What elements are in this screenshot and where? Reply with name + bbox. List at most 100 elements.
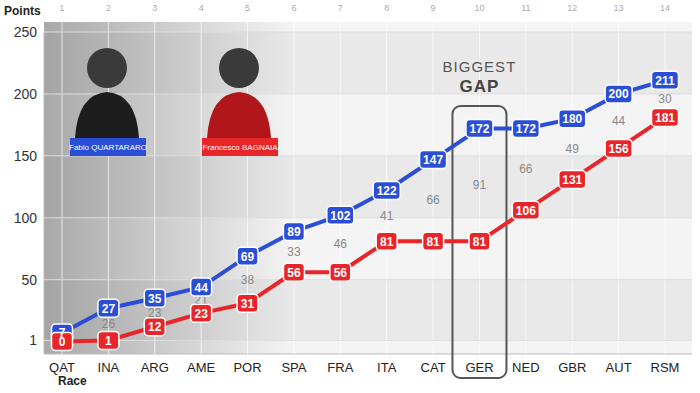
data-label: 181 xyxy=(655,111,675,125)
data-label: 211 xyxy=(655,74,675,88)
x-tick-label: AME xyxy=(187,360,216,375)
grid-line xyxy=(44,217,692,218)
x-tick-label: ITA xyxy=(377,360,397,375)
data-label: 172 xyxy=(469,122,489,136)
data-label: 131 xyxy=(562,173,582,187)
y-tick-label: 1 xyxy=(29,332,37,348)
data-label: 69 xyxy=(241,250,255,264)
y-tick-label: 250 xyxy=(14,24,38,40)
point-marker xyxy=(466,120,493,138)
data-label: 81 xyxy=(473,235,487,249)
data-label: 81 xyxy=(380,235,394,249)
x-tick-label: SPA xyxy=(281,360,306,375)
point-marker xyxy=(652,71,679,89)
race-number: 8 xyxy=(384,3,389,13)
point-marker xyxy=(652,108,679,126)
point-marker xyxy=(144,289,165,307)
data-label: 12 xyxy=(148,320,162,334)
data-label: 44 xyxy=(194,281,208,295)
y-tick-label: 200 xyxy=(14,86,38,102)
point-marker xyxy=(469,232,490,250)
legend-swatch xyxy=(202,138,278,156)
race-number: 6 xyxy=(291,3,296,13)
point-marker xyxy=(376,232,397,250)
race-number: 11 xyxy=(521,3,530,13)
data-label: 1 xyxy=(105,334,112,348)
gap-label: 30 xyxy=(658,92,672,106)
x-tick-label: FRA xyxy=(327,360,353,375)
legend-label: Francesco BAGNAIA xyxy=(202,143,278,152)
rider-body xyxy=(75,92,139,138)
category-line xyxy=(618,22,619,354)
data-label: 200 xyxy=(609,87,629,101)
point-marker xyxy=(283,222,304,240)
data-label: 106 xyxy=(516,204,536,218)
category-line xyxy=(293,22,294,354)
rider-body xyxy=(207,92,271,138)
data-layer xyxy=(52,71,679,350)
race-number: 13 xyxy=(614,3,624,13)
x-tick-label: QAT xyxy=(49,360,75,375)
category-line xyxy=(525,22,526,354)
y-tick-label: 150 xyxy=(14,148,38,164)
gap-label: 44 xyxy=(612,114,626,128)
data-label: 180 xyxy=(562,112,582,126)
race-number: 7 xyxy=(338,3,343,13)
point-marker xyxy=(144,318,165,336)
point-marker xyxy=(330,263,351,281)
category-line xyxy=(62,22,63,354)
point-marker xyxy=(420,151,447,169)
rider-head xyxy=(219,48,259,88)
plot-background xyxy=(44,22,692,354)
grid-line xyxy=(44,279,692,280)
point-marker xyxy=(605,139,632,157)
data-label: 81 xyxy=(426,235,440,249)
point-marker xyxy=(559,170,586,188)
gap-label: 49 xyxy=(566,142,580,156)
x-axis-line xyxy=(44,354,692,355)
x-tick-label: ARG xyxy=(141,360,169,375)
category-line xyxy=(340,22,341,354)
annotation-text: GAP xyxy=(460,77,500,96)
point-marker xyxy=(237,247,258,265)
point-marker xyxy=(283,263,304,281)
x-tick-label: CAT xyxy=(421,360,446,375)
x-tick-label: GER xyxy=(465,360,493,375)
y-tick-label: 100 xyxy=(14,210,38,226)
gap-label: 26 xyxy=(102,317,116,331)
series-line xyxy=(62,80,665,333)
gap-label: 66 xyxy=(519,162,533,176)
gap-label: 66 xyxy=(426,193,440,207)
race-number: 12 xyxy=(567,3,577,13)
category-line xyxy=(433,22,434,354)
x-tick-label: POR xyxy=(233,360,261,375)
point-marker xyxy=(237,294,258,312)
grid-line xyxy=(44,32,692,33)
data-label: 35 xyxy=(148,292,162,306)
point-marker xyxy=(373,182,400,200)
data-label: 102 xyxy=(330,209,350,223)
shade xyxy=(44,22,294,354)
race-number: 4 xyxy=(199,3,204,13)
gap-label: 41 xyxy=(380,209,394,223)
data-label: 122 xyxy=(377,184,397,198)
x-axis-label: Race xyxy=(58,374,87,388)
x-tick-label: GBR xyxy=(558,360,586,375)
chart: 150100150200250PointsRace123456789101112… xyxy=(0,0,700,393)
point-marker xyxy=(191,304,212,322)
data-label: 56 xyxy=(334,266,348,280)
race-number: 10 xyxy=(474,3,484,13)
data-label: 27 xyxy=(102,302,116,316)
point-marker xyxy=(52,333,73,351)
race-number: 14 xyxy=(660,3,670,13)
data-label: 0 xyxy=(59,335,66,349)
x-tick-label: RSM xyxy=(651,360,680,375)
point-marker xyxy=(98,331,119,349)
data-label: 23 xyxy=(194,307,208,321)
legend-label: Fabio QUARTARARO xyxy=(69,143,147,152)
race-number: 5 xyxy=(245,3,250,13)
gap-label: 38 xyxy=(241,273,255,287)
y-axis-label: Points xyxy=(4,4,41,18)
data-label: 89 xyxy=(287,225,301,239)
point-marker xyxy=(327,206,354,224)
